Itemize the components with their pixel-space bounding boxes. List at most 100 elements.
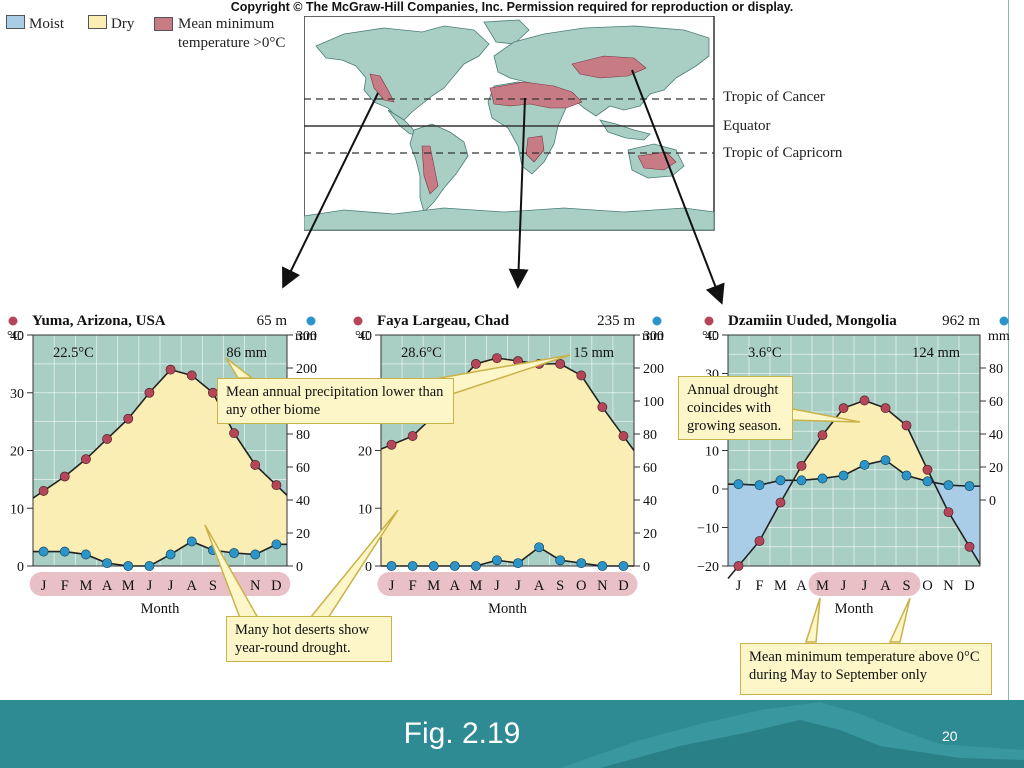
precipitation-point (407, 561, 418, 571)
precipitation-point (229, 548, 239, 558)
legend-mintemp-label: Mean minimum temperature >0°C (178, 16, 286, 51)
elevation-label: 962 m (942, 313, 980, 329)
temperature-key-dot (704, 316, 714, 326)
temperature-point (754, 536, 765, 546)
annual-precipitation-label: 15 mm (573, 345, 614, 361)
month-tick-label: J (515, 578, 521, 594)
temperature-point (123, 413, 134, 424)
y-axis-left-tick-label: 40 (705, 329, 719, 344)
legend-moist-swatch (6, 15, 25, 29)
y-axis-right-tick-label: 300 (296, 329, 317, 344)
temperature-point (492, 353, 502, 363)
y-axis-right-tick-label: 100 (643, 395, 664, 410)
legend-mintemp-swatch (154, 17, 173, 31)
temperature-point (943, 507, 954, 517)
month-tick-label: M (427, 578, 440, 594)
chart-dzamiin-uuded: Dzamiin Uuded, Mongolia 962 m °C mm −20 −10 0 1… (697, 313, 1010, 617)
y-axis-left-tick-label: 10 (705, 445, 719, 460)
month-tick-label: A (450, 578, 461, 594)
y-axis-right-tick-label: 20 (989, 461, 1003, 476)
month-tick-label: F (409, 578, 417, 594)
y-axis-right-unit: mm (295, 329, 317, 344)
callout-precipitation: Mean annual precipitation lower than any… (217, 378, 454, 424)
precipitation-point (144, 561, 155, 571)
legend-dry-label: Dry (111, 16, 135, 32)
map-arrows (282, 69, 725, 305)
precipitation-point (901, 470, 912, 481)
temperature-point (38, 486, 49, 496)
month-tick-label: A (796, 578, 807, 594)
legend-moist-label: Moist (29, 16, 65, 32)
month-tick-label: S (902, 578, 910, 594)
month-tick-label: M (469, 578, 482, 594)
month-tick-label: A (534, 578, 545, 594)
greenland (483, 19, 530, 45)
y-axis-right-unit: mm (642, 329, 664, 344)
annual-precipitation-label: 86 mm (226, 345, 267, 361)
temperature-point (81, 454, 91, 465)
callout-pointers (204, 354, 911, 643)
y-axis-right-tick-label: 20 (643, 527, 657, 542)
x-axis-label: Month (488, 601, 527, 617)
month-tick-label: F (755, 578, 763, 594)
y-axis-right-tick-label: 200 (296, 362, 317, 377)
temperature-point (922, 464, 933, 475)
precipitation-point (922, 476, 933, 487)
month-tick-label: J (147, 578, 153, 594)
precipitation-point (271, 539, 282, 550)
precipitation-point (250, 549, 261, 560)
tropic-of-cancer-label: Tropic of Cancer (723, 89, 825, 105)
y-axis-left-tick-label: 0 (365, 560, 372, 575)
y-axis-right-tick-label: 80 (296, 428, 310, 443)
callout-min-temperature: Mean minimum temperature above 0°C durin… (740, 643, 992, 695)
elevation-label: 65 m (257, 313, 288, 329)
y-axis-left-tick-label: 0 (712, 483, 719, 498)
desert-gobi (571, 55, 647, 79)
temperature-point (555, 358, 566, 369)
precipitation-point (428, 561, 439, 571)
precipitation-point (754, 480, 765, 491)
y-axis-right-tick-label: 300 (643, 329, 664, 344)
figure-title: Fig. 2.19 (403, 717, 521, 750)
precipitation-point (775, 475, 786, 486)
month-tick-label: J (736, 578, 742, 594)
slide-footer: Fig. 2.19 20 (0, 700, 1024, 768)
arrow-to-yuma (282, 92, 379, 289)
precipitation-point (838, 470, 849, 481)
month-tick-label: S (209, 578, 217, 594)
precipitation-point (880, 455, 891, 466)
north-america (315, 25, 490, 121)
precipitation-point (492, 555, 502, 566)
month-tick-label: A (102, 578, 113, 594)
pointer-precip-yuma (225, 357, 255, 379)
month-tick-label: J (41, 578, 47, 594)
precipitation-point (81, 549, 91, 560)
precipitation-point (102, 558, 112, 569)
desert-regions (369, 55, 677, 195)
temperature-point (165, 364, 176, 375)
temperature-key-dot (8, 316, 18, 326)
y-axis-left-tick-label: 20 (358, 445, 372, 460)
temperature-point (859, 395, 870, 406)
mean-temperature-label: 3.6°C (748, 345, 782, 361)
temperature-key-dot (353, 316, 363, 326)
y-axis-left-unit: °C (355, 329, 370, 344)
month-tick-label: F (61, 578, 69, 594)
precipitation-point (513, 558, 523, 569)
desert-north-america (369, 73, 395, 103)
chart-title: Faya Largeau, Chad (377, 313, 510, 329)
precipitation-point (534, 542, 545, 553)
chart-title: Yuma, Arizona, USA (32, 313, 166, 329)
pointer-hot-yuma (204, 524, 260, 619)
antarctica (304, 207, 715, 231)
temperature-point (407, 431, 418, 441)
chart-title: Dzamiin Uuded, Mongolia (728, 313, 897, 329)
precipitation-point (555, 555, 566, 566)
y-axis-right-tick-label: 40 (989, 428, 1003, 443)
legend-dry: Dry (88, 15, 134, 33)
temperature-point (271, 480, 282, 491)
temperature-point (618, 431, 629, 441)
pointer-drought (787, 407, 861, 423)
month-tick-label: M (79, 578, 92, 594)
temperature-point (964, 541, 975, 552)
